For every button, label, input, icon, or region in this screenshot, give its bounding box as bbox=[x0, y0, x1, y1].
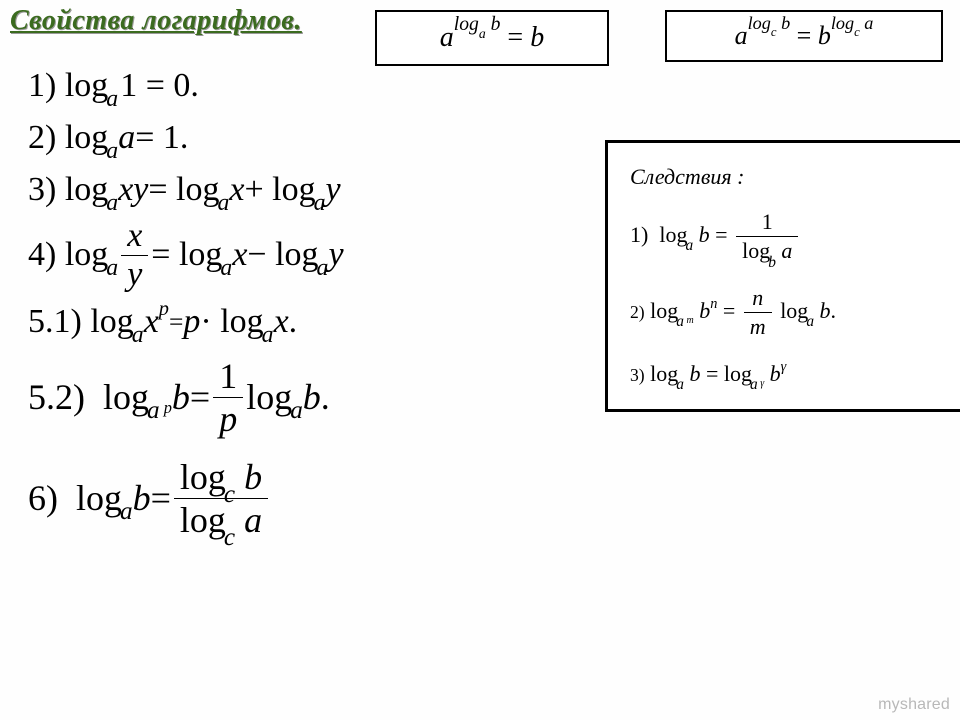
corollaries-rows: 1) loga b = 1logb a 2) loga m bn = nm log… bbox=[630, 208, 935, 389]
identity-box-2: alogc b = blogc a bbox=[665, 10, 943, 62]
corollary-row: 1) loga b = 1logb a bbox=[630, 208, 935, 266]
identity-box-1: aloga b = b bbox=[375, 10, 609, 66]
formula-row: 6) loga b = logc blogc a bbox=[28, 444, 568, 552]
formula-row: 3) loga xy = loga x + loga y bbox=[28, 164, 568, 216]
corollaries-box: Следствия : 1) loga b = 1logb a 2) loga m… bbox=[605, 140, 960, 412]
formula-row: 5.2) loga p b = 1p loga b. bbox=[28, 350, 568, 444]
watermark: myshared bbox=[878, 696, 950, 714]
formula-list: 1) loga 1 = 0.2) loga a = 1.3) loga xy =… bbox=[28, 60, 568, 552]
page-title: Свойства логарифмов. bbox=[10, 5, 302, 37]
formula-row: 4) loga xy = loga x − loga y bbox=[28, 216, 568, 294]
corollary-row: 2) loga m bn = nm loga b. bbox=[630, 284, 935, 342]
formula-row: 1) loga 1 = 0. bbox=[28, 60, 568, 112]
corollary-row: 3) loga b = loga γ bγ bbox=[630, 360, 935, 389]
formula-row: 5.1) loga x p = p · loga x. bbox=[28, 294, 568, 350]
formula-row: 2) loga a = 1. bbox=[28, 112, 568, 164]
corollaries-title: Следствия : bbox=[630, 163, 935, 192]
identity-formula-2: alogc b = blogc a bbox=[735, 21, 874, 51]
identity-formula-1: aloga b = b bbox=[440, 22, 544, 54]
